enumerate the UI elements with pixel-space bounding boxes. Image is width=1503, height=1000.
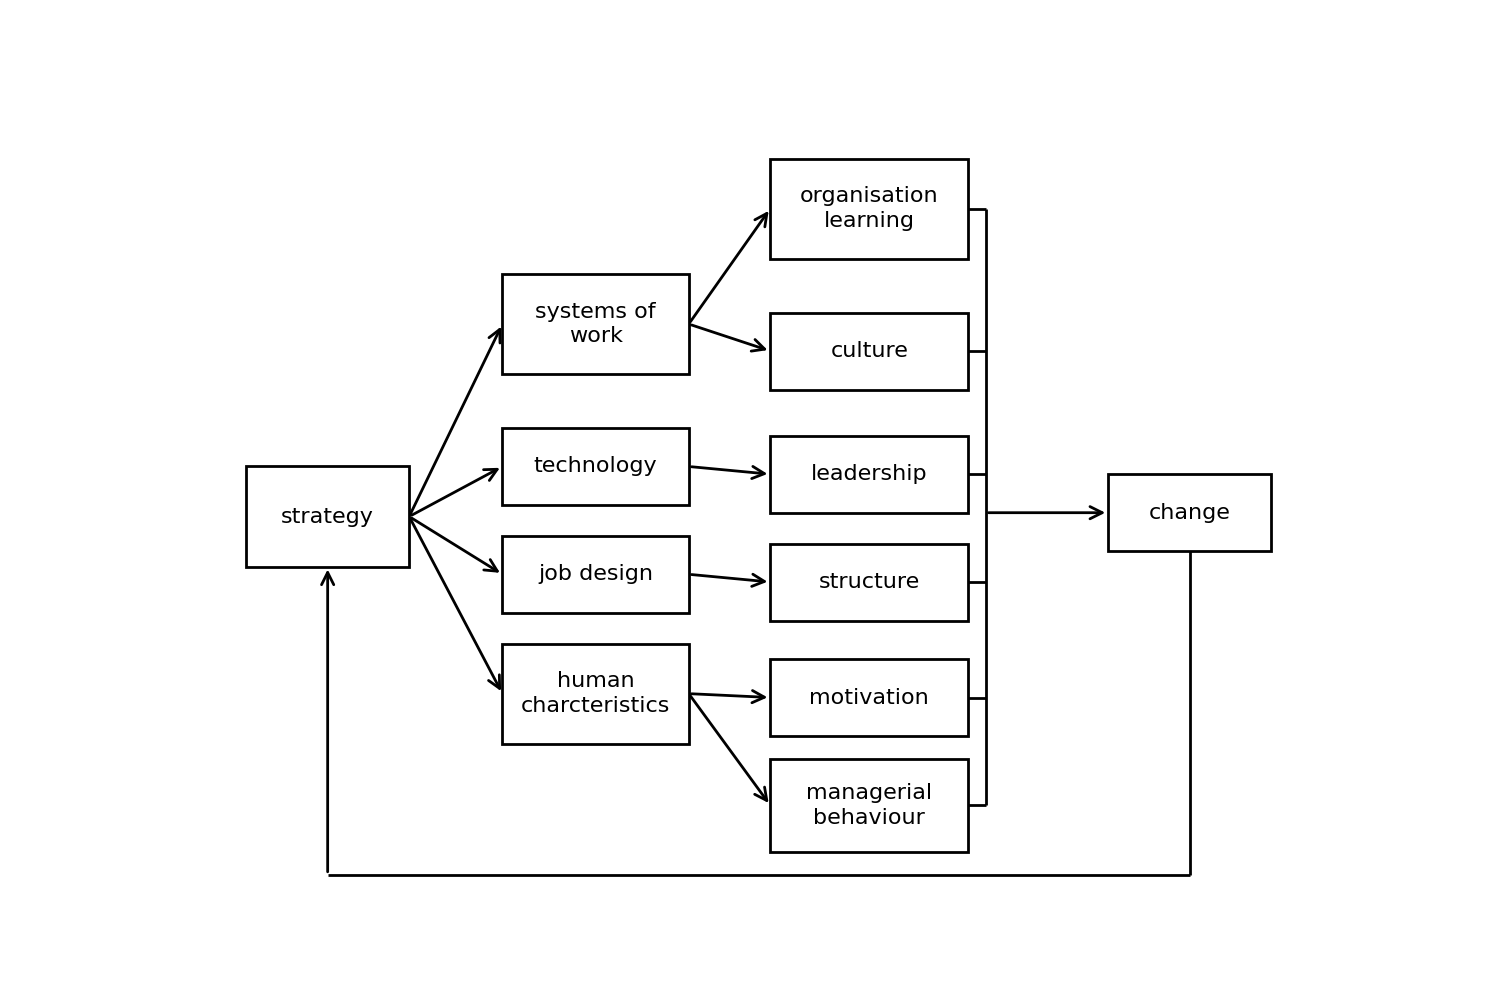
- Text: job design: job design: [538, 564, 654, 584]
- FancyBboxPatch shape: [771, 659, 968, 736]
- Text: organisation
learning: organisation learning: [800, 186, 938, 231]
- Text: change: change: [1148, 503, 1231, 523]
- FancyBboxPatch shape: [771, 759, 968, 852]
- Text: technology: technology: [534, 456, 657, 477]
- FancyBboxPatch shape: [502, 274, 688, 374]
- Text: human
charcteristics: human charcteristics: [522, 671, 670, 716]
- FancyBboxPatch shape: [502, 536, 688, 613]
- FancyBboxPatch shape: [771, 544, 968, 620]
- Text: managerial
behaviour: managerial behaviour: [806, 783, 932, 828]
- FancyBboxPatch shape: [502, 644, 688, 744]
- Text: leadership: leadership: [812, 464, 927, 484]
- Text: systems of
work: systems of work: [535, 302, 655, 346]
- Text: strategy: strategy: [281, 507, 374, 527]
- FancyBboxPatch shape: [771, 312, 968, 389]
- FancyBboxPatch shape: [771, 158, 968, 259]
- FancyBboxPatch shape: [771, 436, 968, 513]
- FancyBboxPatch shape: [502, 428, 688, 505]
- Text: motivation: motivation: [810, 688, 929, 708]
- FancyBboxPatch shape: [1108, 474, 1272, 551]
- Text: culture: culture: [830, 341, 908, 361]
- FancyBboxPatch shape: [246, 466, 409, 567]
- Text: structure: structure: [819, 572, 920, 592]
